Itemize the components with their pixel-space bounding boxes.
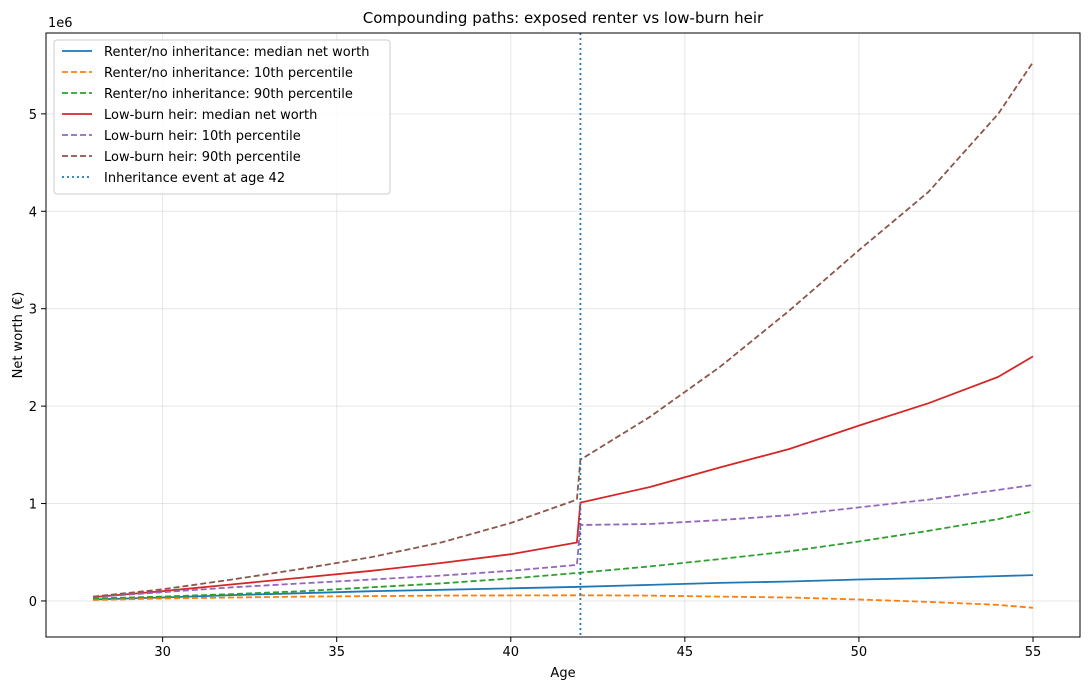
legend: Renter/no inheritance: median net worth R… (53, 39, 391, 195)
y-tick-label: 1 (29, 498, 37, 513)
series-line-0 (92, 574, 1034, 601)
legend-entry-label: Renter/no inheritance: median net worth (104, 45, 369, 60)
y-tick-label: 0 (29, 595, 37, 610)
y-axis-label: Net worth (€) (11, 292, 26, 379)
legend-entry-label: Low-burn heir: 10th percentile (104, 129, 301, 144)
series-line-2 (92, 510, 1034, 600)
legend-entry-label: Renter/no inheritance: 90th percentile (104, 87, 353, 102)
y-tick-label: 2 (29, 400, 37, 415)
series-line-3 (92, 355, 1034, 598)
x-tick-label: 50 (851, 645, 868, 660)
plot-frame (45, 32, 1081, 638)
legend-entry-label: Inheritance event at age 42 (104, 171, 285, 186)
x-ticks: 30 35 40 45 50 55 (154, 637, 1041, 660)
series-line-4 (92, 484, 1034, 598)
x-tick-label: 55 (1025, 645, 1042, 660)
series-group (92, 61, 1034, 609)
y-offset-label: 1e6 (48, 16, 73, 31)
x-axis-label: Age (550, 666, 575, 681)
legend-entry-label: Low-burn heir: 90th percentile (104, 150, 301, 165)
x-tick-label: 30 (154, 645, 171, 660)
series-line-5 (92, 61, 1034, 598)
legend-entry-label: Low-burn heir: median net worth (104, 108, 317, 123)
y-tick-label: 5 (29, 108, 37, 123)
x-tick-label: 35 (328, 645, 345, 660)
y-tick-label: 4 (29, 205, 37, 220)
chart-title: Compounding paths: exposed renter vs low… (363, 9, 764, 27)
y-tick-label: 3 (29, 303, 37, 318)
y-ticks: 0 1 2 3 4 5 (29, 108, 46, 610)
x-tick-label: 45 (677, 645, 694, 660)
series-line-1 (92, 594, 1034, 609)
legend-box (53, 39, 391, 195)
x-tick-label: 40 (503, 645, 520, 660)
legend-entry-label: Renter/no inheritance: 10th percentile (104, 66, 353, 81)
